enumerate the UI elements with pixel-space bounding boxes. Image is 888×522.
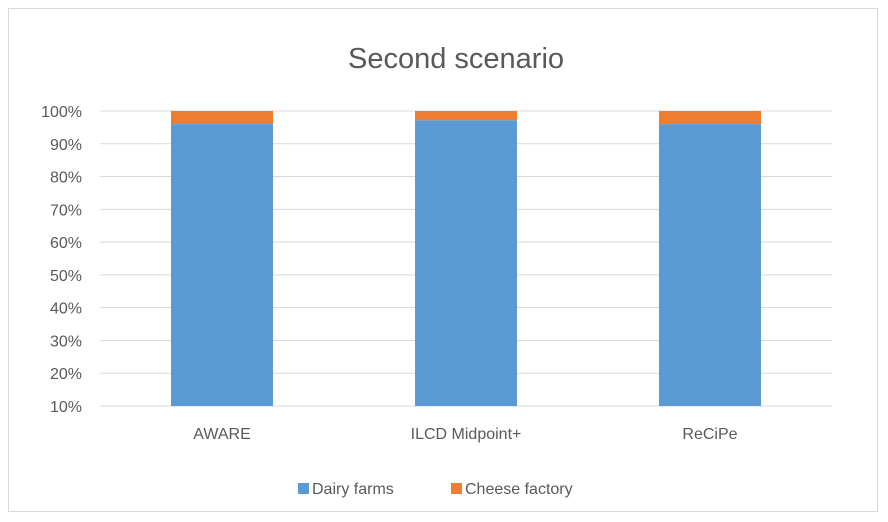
bar-segment — [659, 124, 761, 406]
y-tick-label: 10% — [50, 399, 82, 416]
bar-segment — [171, 111, 273, 125]
x-tick-label: ILCD Midpoint+ — [411, 426, 522, 443]
y-tick-label: 70% — [50, 202, 82, 219]
bar-segment — [171, 124, 273, 406]
x-axis-ticks: AWARE ILCD Midpoint+ ReCiPe — [193, 426, 737, 443]
chart-frame: Second scenario 10% 20% 30% 40% 50% 60% 70% 80%… — [8, 8, 878, 512]
y-tick-label: 40% — [50, 301, 82, 318]
y-tick-label: 100% — [41, 104, 82, 121]
y-tick-label: 80% — [50, 170, 82, 187]
y-tick-label: 50% — [50, 268, 82, 285]
x-tick-label: AWARE — [193, 426, 250, 443]
bars — [171, 111, 761, 406]
y-tick-label: 90% — [50, 137, 82, 154]
bar-segment — [659, 111, 761, 125]
legend: Dairy farms Cheese factory — [298, 481, 573, 498]
legend-label: Dairy farms — [312, 481, 394, 498]
y-axis-ticks: 10% 20% 30% 40% 50% 60% 70% 80% 90% 100% — [41, 104, 82, 416]
bar-segment — [415, 111, 517, 121]
x-tick-label: ReCiPe — [682, 426, 737, 443]
y-tick-label: 60% — [50, 235, 82, 252]
legend-swatch — [298, 483, 309, 494]
chart-title: Second scenario — [348, 43, 564, 75]
bar-segment — [415, 120, 517, 406]
chart-svg: Second scenario 10% 20% 30% 40% 50% 60% 70% 80%… — [41, 43, 832, 498]
legend-swatch — [451, 483, 462, 494]
y-tick-label: 30% — [50, 333, 82, 350]
y-tick-label: 20% — [50, 366, 82, 383]
legend-label: Cheese factory — [465, 481, 573, 498]
